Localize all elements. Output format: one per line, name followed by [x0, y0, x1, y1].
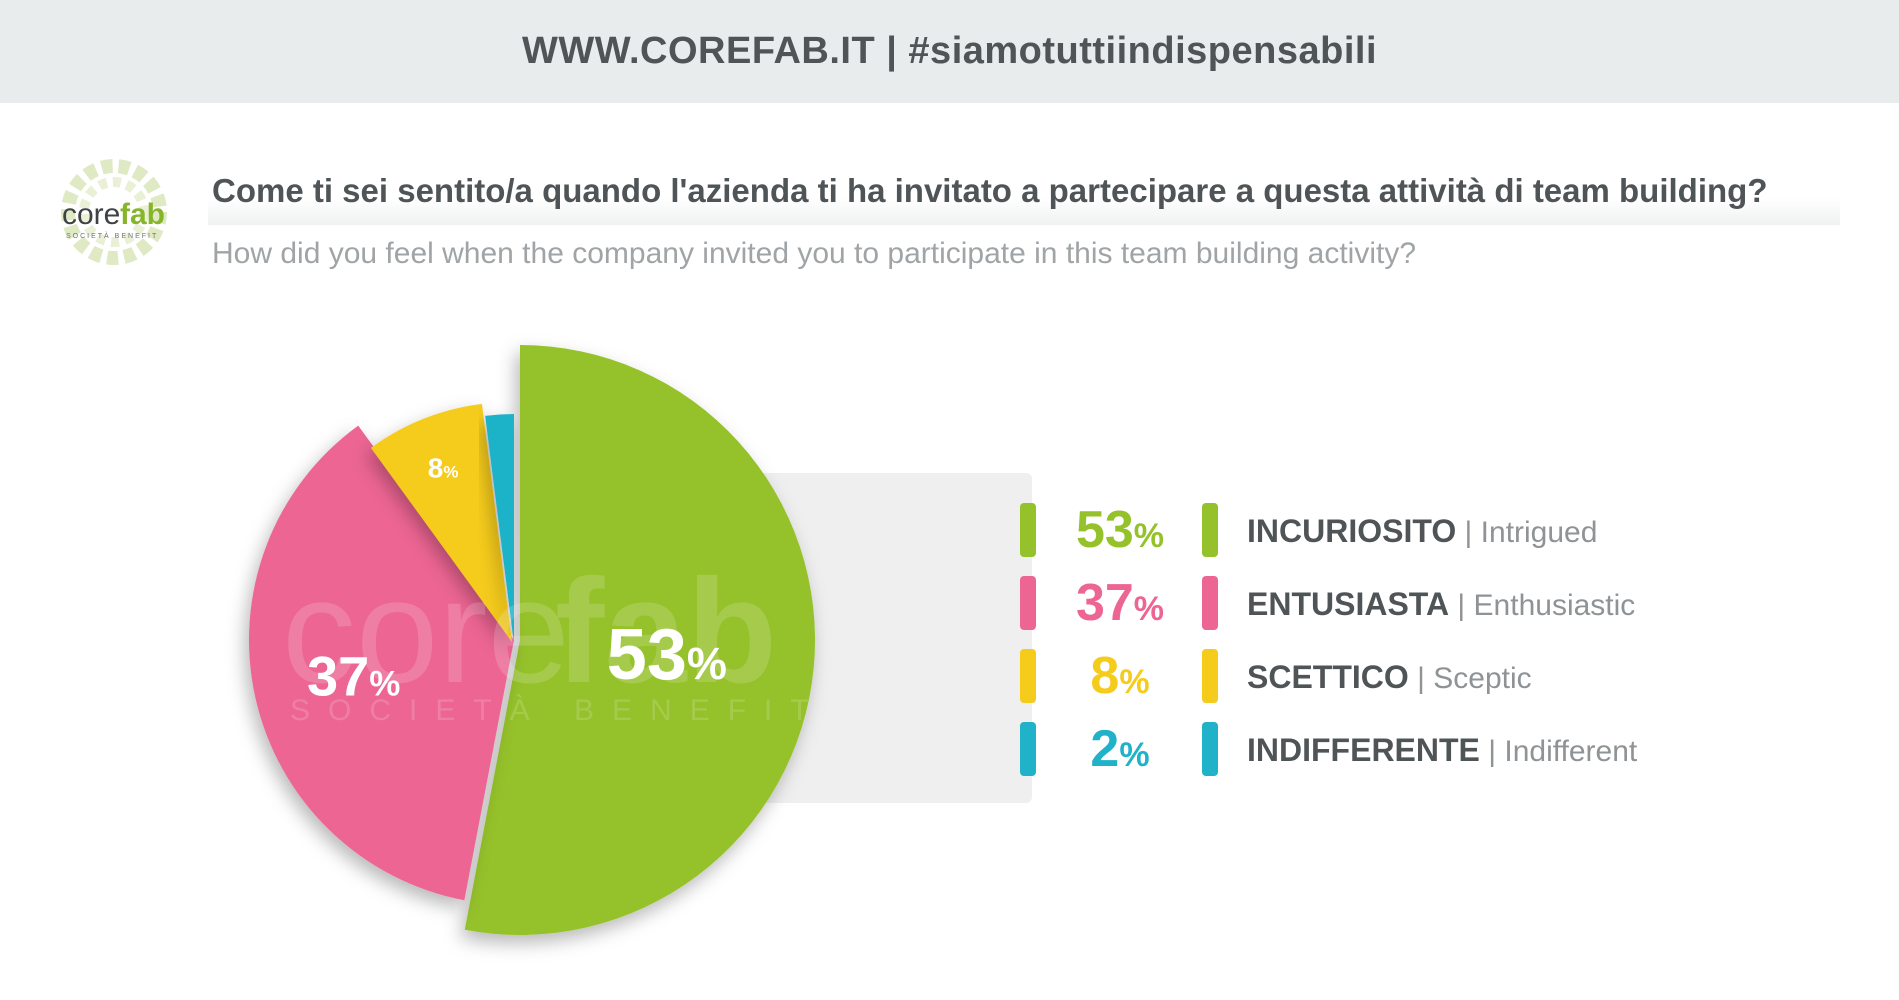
legend-percentage: 2% — [1090, 720, 1150, 778]
chart-watermark: core fab SOCIETÀ BENEFIT — [282, 549, 827, 727]
legend-swatch — [1020, 722, 1036, 776]
pie-label-scettico: 8% — [428, 453, 459, 484]
legend-percentage: 37% — [1075, 574, 1165, 632]
question-underline — [208, 165, 1840, 225]
logo-gear-icon — [61, 159, 167, 265]
logo-text-fab: fab — [120, 198, 165, 231]
legend-label: ENTUSIASTA | Enthusiastic — [1247, 586, 1636, 622]
pie-slice-indifferente — [485, 414, 514, 644]
pie-slice-labels: 53% 37% 8% — [307, 453, 727, 708]
legend-percentage: 8% — [1090, 647, 1150, 705]
legend-swatch — [1020, 576, 1036, 630]
pie-chart: core fab SOCIETÀ BENEFIT 53% 37% 8% — [249, 345, 827, 935]
corefab-logo: core fab SOCIETÀ BENEFIT — [61, 159, 167, 265]
legend-swatch — [1202, 576, 1218, 630]
legend-percentage: 53% — [1075, 501, 1165, 559]
watermark-subtitle: SOCIETÀ BENEFIT — [290, 694, 827, 727]
legend-item-incuriosito: 53% INCURIOSITO | Intrigued — [1020, 501, 1740, 559]
legend-swatch — [1202, 722, 1218, 776]
logo-subtitle: SOCIETÀ BENEFIT — [66, 231, 158, 240]
pie-slice-entusiasta — [249, 425, 515, 901]
legend-swatch — [1202, 649, 1218, 703]
legend-swatch — [1020, 503, 1036, 557]
logo-text-core: core — [62, 198, 120, 231]
legend-item-indifferente: 2% INDIFFERENTE | Indifferent — [1020, 720, 1740, 778]
legend-label: INCURIOSITO | Intrigued — [1247, 513, 1598, 549]
header-text: WWW.COREFAB.IT | #siamotuttiindispensabi… — [522, 30, 1377, 72]
legend-label: SCETTICO | Sceptic — [1247, 659, 1532, 695]
pie-label-entusiasta: 37% — [307, 644, 400, 707]
pie-slices — [249, 345, 816, 935]
pie-slice-scettico — [370, 403, 512, 642]
watermark-core: core — [282, 549, 570, 714]
question-italian: Come ti sei sentito/a quando l'azienda t… — [212, 172, 1768, 209]
legend-swatch — [1020, 649, 1036, 703]
legend-label: INDIFFERENTE | Indifferent — [1247, 732, 1638, 768]
legend-item-entusiasta: 37% ENTUSIASTA | Enthusiastic — [1020, 574, 1740, 632]
pie-label-incuriosito: 53% — [607, 615, 727, 695]
header-bar: WWW.COREFAB.IT | #siamotuttiindispensabi… — [0, 0, 1899, 103]
pie-slice-incuriosito — [464, 345, 816, 935]
question-english: How did you feel when the company invite… — [212, 237, 1416, 270]
watermark-fab: fab — [555, 549, 777, 714]
legend-item-scettico: 8% SCETTICO | Sceptic — [1020, 647, 1740, 705]
legend-swatch — [1202, 503, 1218, 557]
